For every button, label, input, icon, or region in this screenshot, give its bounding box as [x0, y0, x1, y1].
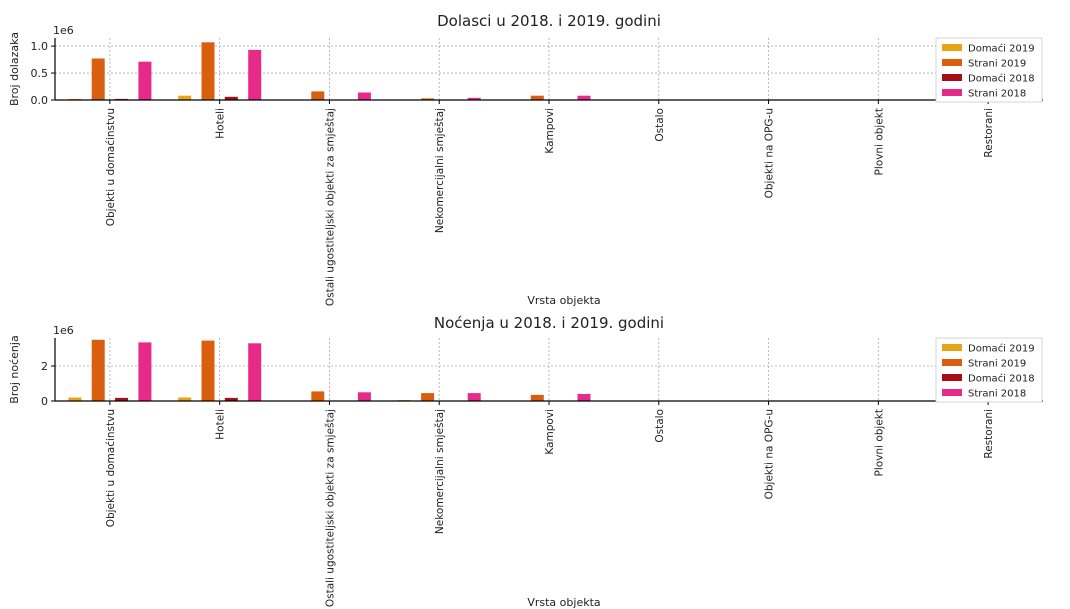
bar-strani-2018 [248, 343, 262, 402]
x-tick-label: Nekomercijalni smještaj [434, 108, 446, 233]
bar-strani-2019 [201, 42, 215, 100]
legend-swatch [942, 44, 962, 51]
axis-offset-text: 1e6 [53, 24, 74, 37]
y-axis-label: Broj dolazaka [8, 32, 21, 106]
bar-doma-i-2018 [115, 397, 129, 401]
x-tick-label: Objekti na OPG-u [764, 409, 776, 499]
legend-label: Domaći 2018 [968, 73, 1035, 85]
bar-strani-2019 [311, 91, 325, 100]
legend-swatch [942, 389, 962, 396]
y-tick-label: 0.5 [31, 67, 49, 80]
x-tick-label: Hoteli [215, 108, 227, 139]
bar-doma-i-2019 [178, 397, 192, 401]
bar-strani-2018 [577, 394, 591, 401]
y-tick-label: 0 [41, 395, 48, 408]
axis-offset-text: 1e6 [53, 324, 74, 337]
bar-strani-2019 [421, 98, 435, 100]
bar-strani-2018 [248, 49, 262, 100]
x-tick-label: Ostali ugostiteljski objekti za smještaj [324, 108, 336, 306]
y-tick-label: 1.0 [31, 40, 49, 53]
bar-strani-2018 [138, 342, 152, 401]
x-axis-label: Vrsta objekta [527, 294, 600, 307]
legend-label: Strani 2019 [968, 59, 1026, 70]
bar-doma-i-2018 [224, 96, 238, 100]
legend-swatch [942, 74, 962, 81]
x-tick-label: Kampovi [544, 108, 556, 154]
chart-title: Noćenja u 2018. i 2019. godini [434, 314, 664, 332]
x-tick-label: Plovni objekt [873, 409, 885, 476]
legend-label: Domaći 2019 [968, 43, 1035, 55]
x-axis-label: Vrsta objekta [527, 596, 600, 609]
bar-strani-2018 [357, 92, 371, 100]
bar-strani-2018 [138, 61, 152, 100]
x-tick-label: Objekti u domaćinstvu [105, 108, 117, 226]
legend-label: Strani 2018 [968, 89, 1026, 100]
x-tick-label: Objekti na OPG-u [764, 108, 776, 198]
y-tick-label: 0.0 [31, 94, 49, 107]
bar-strani-2019 [530, 95, 544, 100]
legend-label: Domaći 2018 [968, 373, 1035, 385]
legend-swatch [942, 59, 962, 66]
x-tick-label: Ostalo [654, 409, 666, 443]
bar-doma-i-2019 [178, 95, 192, 100]
x-tick-label: Ostali ugostiteljski objekti za smještaj [324, 409, 336, 607]
chart-panel-1: Dolasci u 2018. i 2019. godini 0.0 0.5 1.0 1… [8, 12, 1043, 307]
bar-strani-2019 [201, 340, 215, 401]
x-tick-label: Plovni objekt [873, 108, 885, 175]
legend-swatch [942, 374, 962, 381]
y-tick-label: 2 [41, 360, 48, 373]
legend: Domaći 2019 Strani 2019 Domaći 2018 Strani … [935, 337, 1043, 403]
x-tick-label: Restorani [983, 409, 995, 459]
bar-strani-2018 [357, 392, 371, 402]
x-tick-label: Ostalo [654, 108, 666, 142]
legend-label: Domaći 2019 [968, 343, 1035, 355]
bar-strani-2019 [91, 58, 105, 100]
legend-swatch [942, 89, 962, 96]
y-axis-label: Broj noćenja [8, 335, 21, 403]
x-tick-label: Nekomercijalni smještaj [434, 409, 446, 534]
bar-strani-2019 [311, 391, 325, 401]
x-tick-label: Kampovi [544, 409, 556, 455]
x-tick-label: Objekti u domaćinstvu [105, 409, 117, 527]
chart-title: Dolasci u 2018. i 2019. godini [437, 12, 661, 30]
x-tick-label: Restorani [983, 108, 995, 158]
legend: Domaći 2019 Strani 2019 Domaći 2018 Strani … [935, 37, 1043, 103]
bar-strani-2019 [530, 394, 544, 401]
bar-strani-2018 [467, 97, 481, 100]
bar-strani-2018 [467, 393, 481, 401]
legend-swatch [942, 344, 962, 351]
legend-label: Strani 2019 [968, 359, 1026, 370]
bar-strani-2018 [577, 95, 591, 100]
bar-doma-i-2018 [224, 397, 238, 401]
bar-strani-2019 [91, 339, 105, 402]
legend-label: Strani 2018 [968, 389, 1026, 400]
legend-swatch [942, 359, 962, 366]
chart-panel-2: Noćenja u 2018. i 2019. godini 0 2 1e6 Broj … [8, 314, 1043, 609]
x-tick-label: Hoteli [215, 409, 227, 440]
bar-doma-i-2019 [68, 397, 82, 401]
bar-strani-2019 [421, 393, 435, 401]
